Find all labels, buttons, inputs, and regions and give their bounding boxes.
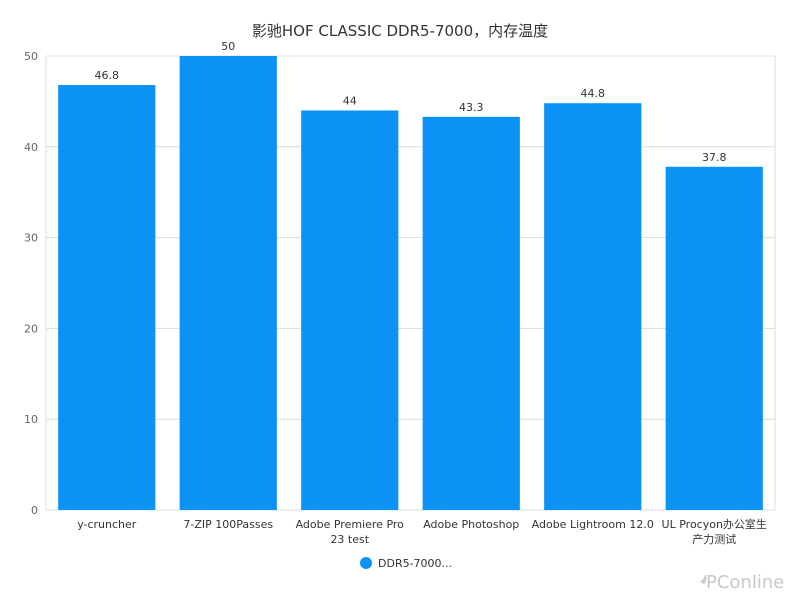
x-tick-label-line: Adobe Photoshop [423,518,519,531]
bar[interactable] [179,56,277,510]
bar-value-label: 46.8 [95,69,120,82]
bar-value-label: 44 [343,94,357,107]
x-tick-label-line: Adobe Premiere Pro [296,518,405,531]
x-tick-label-line: 产力测试 [692,532,736,546]
y-tick-label: 0 [31,504,38,517]
x-tick-label-line: UL Procyon办公室生 [662,517,767,531]
bar[interactable] [301,110,399,510]
bar-value-label: 50 [221,40,235,53]
y-tick-label: 40 [24,141,38,154]
x-tick-label-line: y-cruncher [77,518,137,531]
bars [58,56,763,510]
x-tick-label: Adobe Premiere Pro 23 test [296,518,405,546]
legend-label[interactable]: DDR5-7000... [378,557,452,570]
bar[interactable] [58,85,156,510]
x-tick-label-line: 23 test [330,533,369,546]
x-axis-tick-labels: y-cruncher 7-ZIP 100Passes Adobe Premiere … [77,517,767,546]
watermark-icon [700,574,707,584]
legend[interactable]: DDR5-7000... [360,557,452,570]
x-tick-label: 7-ZIP 100Passes [183,518,273,531]
grid-lines [45,55,776,511]
watermark-logo: PConline [700,572,784,593]
bar[interactable] [665,166,763,510]
chart-title: 影驰HOF CLASSIC DDR5-7000，内存温度 [252,22,548,40]
bar[interactable] [422,116,520,510]
y-tick-label: 20 [24,322,38,335]
bar-value-label: 43.3 [459,101,484,114]
legend-marker[interactable] [360,557,372,569]
x-tick-label: Adobe Photoshop [423,518,519,531]
y-axis-tick-labels: 0 10 20 30 40 50 [24,50,38,517]
y-tick-label: 50 [24,50,38,63]
y-tick-label: 10 [24,413,38,426]
x-tick-label: y-cruncher [77,518,137,531]
bar[interactable] [544,103,642,510]
bar-value-label: 44.8 [581,87,606,100]
watermark-text: PConline [706,572,784,593]
x-tick-label-line: 7-ZIP 100Passes [183,518,273,531]
y-tick-label: 30 [24,232,38,245]
bar-value-label: 37.8 [702,151,727,164]
data-labels: 46.8 50 44 43.3 44.8 37.8 [95,40,727,164]
x-tick-label: Adobe Lightroom 12.0 [532,518,654,531]
x-tick-label-line: Adobe Lightroom 12.0 [532,518,654,531]
x-tick-label: UL Procyon办公室生产力测试 [662,517,767,546]
